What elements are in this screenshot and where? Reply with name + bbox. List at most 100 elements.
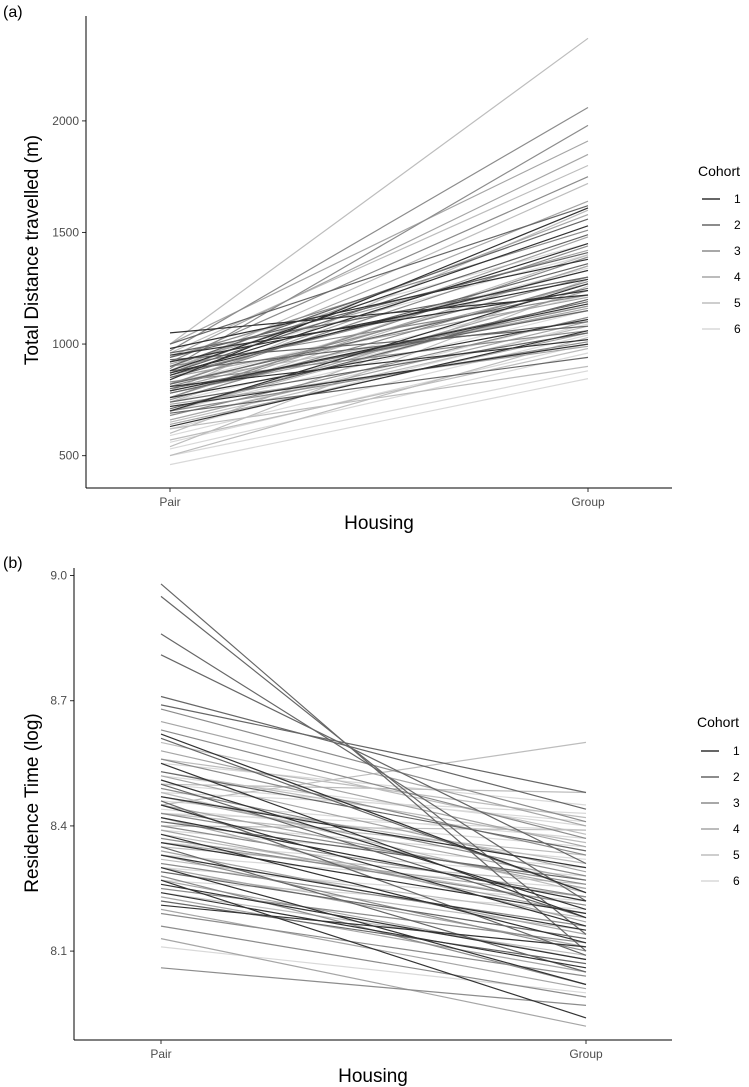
panel-b-cohort-3-line-37 bbox=[160, 729, 587, 839]
panel-b-cohort-5-line-67 bbox=[160, 758, 587, 819]
panel-a-cohort-2-line-26 bbox=[169, 298, 589, 410]
panel-b-cohort-2-line-15 bbox=[160, 595, 587, 935]
panel-a-cohort-1-line-8 bbox=[169, 318, 589, 399]
panel-b-x-axis-title: Housing bbox=[338, 1066, 408, 1087]
panel-b-cohort-4-line-42 bbox=[160, 938, 587, 1027]
panel-b-cohort-4-line-50 bbox=[160, 721, 587, 827]
panel-b-cohort-3-line-36 bbox=[160, 758, 587, 856]
panel-b-cohort-1-line-9 bbox=[160, 796, 587, 869]
panel-a-cohort-1-line-6 bbox=[169, 303, 589, 392]
panel-b-cohort-1-line-7 bbox=[160, 883, 587, 961]
panel-b-cohort-4-line-49 bbox=[160, 750, 587, 848]
panel-a-cohort-1-line-9 bbox=[169, 243, 589, 376]
panel-b-legend-label-4: 4 bbox=[733, 822, 740, 836]
panel-b-legend-title: Cohort bbox=[697, 714, 739, 730]
panel-a-chart: (a) 500 1000 1500 2000 Pair Group Housing T… bbox=[3, 4, 741, 534]
panel-a-y-tick-label-1: 1000 bbox=[52, 337, 79, 351]
panel-a-cohort-4-line-43 bbox=[169, 153, 589, 358]
panel-a-cohort-6-line-76 bbox=[169, 316, 589, 421]
panel-b-legend-label-1: 1 bbox=[733, 744, 740, 758]
panel-b-x-tick-label-group: Group bbox=[569, 1047, 603, 1061]
panel-a-cohort-5-line-57 bbox=[169, 164, 589, 354]
panel-a-cohort-6-line-73 bbox=[169, 343, 589, 443]
panel-b-legend-label-3: 3 bbox=[733, 796, 740, 810]
panel-a-cohort-5-line-64 bbox=[169, 325, 589, 423]
panel-a-legend-label-1: 1 bbox=[734, 192, 741, 206]
panel-a-cohort-2-line-14 bbox=[169, 205, 589, 345]
panel-b-label: (b) bbox=[3, 555, 23, 572]
panel-b-cohort-5-line-69 bbox=[160, 791, 587, 894]
panel-a-x-tick-label-group: Group bbox=[571, 495, 605, 509]
panel-a-cohort-5-line-68 bbox=[169, 365, 589, 430]
panel-a-cohort-1-line-13 bbox=[169, 269, 589, 374]
panel-b-cohort-1-line-4 bbox=[160, 833, 587, 944]
panel-a-legend-label-6: 6 bbox=[734, 322, 741, 336]
panel-b-cohort-6-line-81 bbox=[160, 812, 587, 831]
panel-b-cohort-2-line-19 bbox=[160, 704, 587, 794]
panel-a-cohort-2-line-21 bbox=[169, 321, 589, 372]
panel-a-cohort-1-line-5 bbox=[169, 258, 589, 350]
panel-a-cohort-3-line-38 bbox=[169, 256, 589, 399]
panel-b-cohort-2-line-16 bbox=[160, 633, 587, 902]
panel-b-legend-label-2: 2 bbox=[733, 770, 740, 784]
panel-b-cohort-1-line-0 bbox=[160, 879, 587, 1019]
panel-b-cohort-3-line-33 bbox=[160, 837, 587, 906]
panel-b-cohort-6-line-71 bbox=[160, 775, 587, 827]
panel-b-cohort-2-line-17 bbox=[160, 654, 587, 865]
panel-b-cohort-3-line-39 bbox=[160, 854, 587, 952]
panel-b-y-tick-label-0: 8.1 bbox=[50, 944, 67, 958]
panel-b-y-tick-label-3: 9.0 bbox=[50, 569, 67, 583]
panel-a-cohort-2-line-23 bbox=[169, 276, 589, 354]
panel-a-cohort-3-line-29 bbox=[169, 124, 589, 370]
panel-b-cohort-3-line-31 bbox=[160, 887, 587, 944]
panel-a-cohort-2-line-27 bbox=[169, 325, 589, 361]
panel-b-cohort-4-line-47 bbox=[160, 804, 587, 890]
panel-b-y-tick-label-2: 8.7 bbox=[50, 694, 67, 708]
panel-b-cohort-5-line-60 bbox=[160, 796, 587, 865]
panel-a-cohort-1-line-10 bbox=[169, 289, 589, 356]
panel-b-cohort-3-line-30 bbox=[160, 912, 587, 977]
panel-b-chart: (b) 8.1 8.4 8.7 9.0 Pair Group Housing Resi… bbox=[3, 555, 740, 1087]
panel-b-cohort-2-line-27 bbox=[160, 771, 587, 852]
panel-b-cohort-3-line-29 bbox=[160, 925, 587, 998]
panel-a-x-axis-title: Housing bbox=[344, 513, 414, 534]
panel-a-x-tick-label-pair: Pair bbox=[159, 495, 180, 509]
panel-a-cohort-1-line-7 bbox=[169, 278, 589, 363]
panel-a-cohort-1-line-2 bbox=[169, 225, 589, 372]
panel-a-legend: Cohort 1 2 3 4 5 6 bbox=[698, 163, 741, 336]
panel-a-cohort-2-line-20 bbox=[169, 287, 589, 385]
panel-a-cohort-6-line-71 bbox=[169, 370, 589, 457]
panel-b-cohort-2-line-20 bbox=[160, 737, 587, 894]
panel-b-series-lines bbox=[160, 583, 587, 1027]
panel-a-legend-title: Cohort bbox=[698, 163, 740, 179]
panel-a-series-lines bbox=[169, 37, 589, 466]
panel-a-cohort-6-line-72 bbox=[169, 352, 589, 450]
panel-b-cohort-4-line-55 bbox=[160, 896, 587, 973]
panel-b-cohort-1-line-8 bbox=[160, 817, 587, 902]
panel-a-y-ticks: 500 1000 1500 2000 bbox=[52, 114, 86, 463]
panel-a-legend-label-5: 5 bbox=[734, 296, 741, 310]
panel-b-cohort-2-line-26 bbox=[160, 900, 587, 965]
panel-a-cohort-2-line-17 bbox=[169, 356, 589, 414]
panel-b-cohort-1-line-13 bbox=[160, 842, 587, 915]
panel-b-cohort-1-line-12 bbox=[160, 892, 587, 969]
panel-a-legend-label-4: 4 bbox=[734, 270, 741, 284]
panel-b-cohort-1-line-11 bbox=[160, 762, 587, 919]
panel-a-cohort-4-line-48 bbox=[169, 296, 589, 379]
panel-b-legend-label-6: 6 bbox=[733, 874, 740, 888]
panel-a-cohort-4-line-44 bbox=[169, 200, 589, 372]
panel-a-cohort-2-line-24 bbox=[169, 310, 589, 390]
panel-a-cohort-3-line-28 bbox=[169, 106, 589, 352]
panel-b-legend-label-5: 5 bbox=[733, 848, 740, 862]
panel-a-cohort-4-line-45 bbox=[169, 236, 589, 385]
panel-b-cohort-6-line-79 bbox=[160, 783, 587, 823]
panel-b-cohort-3-line-40 bbox=[160, 825, 587, 898]
panel-a-legend-label-3: 3 bbox=[734, 244, 741, 258]
panel-b-cohort-5-line-64 bbox=[160, 812, 587, 856]
panel-a-cohort-1-line-11 bbox=[169, 339, 589, 388]
panel-a-cohort-2-line-15 bbox=[169, 218, 589, 367]
panel-a-cohort-3-line-37 bbox=[169, 330, 589, 383]
panel-b-cohort-1-line-2 bbox=[160, 804, 587, 927]
panel-b-x-tick-label-pair: Pair bbox=[150, 1047, 171, 1061]
